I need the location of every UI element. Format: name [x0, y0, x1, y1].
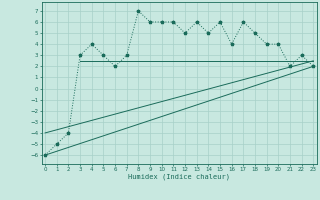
X-axis label: Humidex (Indice chaleur): Humidex (Indice chaleur) [128, 174, 230, 180]
